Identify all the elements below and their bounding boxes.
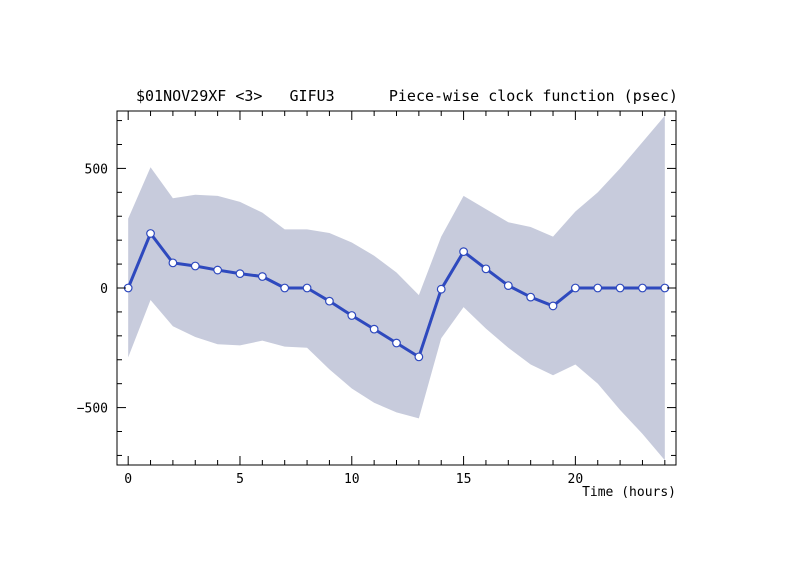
- data-point-2: [168, 258, 178, 268]
- data-point-6: [257, 272, 267, 281]
- x-axis-label: Time (hours): [582, 485, 676, 500]
- data-point-23: [638, 283, 647, 293]
- data-point-1: [146, 229, 155, 238]
- data-point-3: [190, 261, 200, 271]
- y-tick-label: 500: [85, 162, 108, 177]
- data-point-9: [325, 296, 334, 306]
- data-point-5: [235, 269, 245, 279]
- data-point-20: [570, 283, 580, 293]
- data-point-21: [593, 283, 603, 293]
- plot-frame: [116, 110, 677, 466]
- x-tick-label: 0: [124, 472, 132, 487]
- data-point-18: [526, 292, 536, 302]
- data-point-13: [414, 352, 424, 362]
- data-point-12: [392, 338, 401, 348]
- x-tick-label: 5: [236, 472, 244, 487]
- data-point-22: [615, 283, 625, 293]
- axis-ticks-layer: [117, 111, 676, 465]
- data-point-11: [369, 324, 379, 334]
- uncertainty-band-layer: [128, 115, 665, 461]
- data-point-16: [481, 264, 491, 274]
- chart-title: $01NOV29XF <3> GIFU3 Piece-wise clock fu…: [136, 87, 678, 105]
- uncertainty-band: [128, 115, 665, 461]
- data-point-7: [280, 283, 290, 293]
- y-tick-label: 0: [100, 282, 108, 297]
- x-tick-label: 10: [344, 472, 360, 487]
- x-tick-label: 20: [568, 472, 584, 487]
- x-tick-label: 15: [456, 472, 472, 487]
- data-point-layer: [123, 229, 670, 362]
- data-point-19: [548, 301, 558, 311]
- tick-labels-layer: 0 5 10 15 20 500 0 −500: [77, 162, 584, 487]
- y-tick-label: −500: [77, 402, 108, 417]
- data-point-17: [503, 281, 513, 291]
- data-point-15: [459, 247, 468, 257]
- data-point-14: [436, 284, 446, 294]
- data-point-8: [302, 283, 312, 293]
- data-point-10: [347, 311, 357, 320]
- data-point-4: [213, 265, 223, 275]
